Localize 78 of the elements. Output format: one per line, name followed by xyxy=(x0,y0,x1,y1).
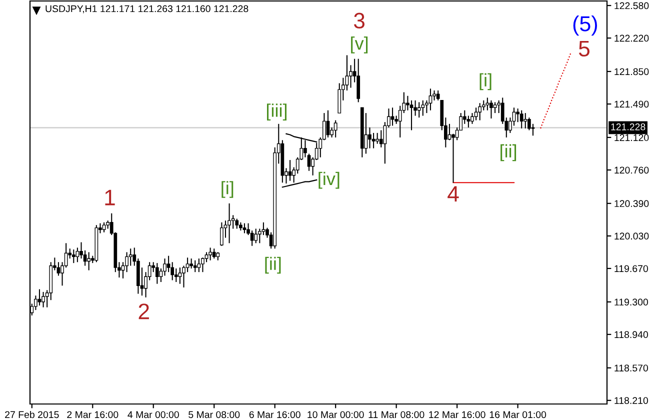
candlestick xyxy=(520,110,524,129)
candlestick xyxy=(242,222,246,234)
candlestick xyxy=(356,58,360,103)
annotation: 5 xyxy=(578,41,590,57)
candlestick xyxy=(166,255,170,273)
candlestick xyxy=(208,247,212,261)
annotation: [iv] xyxy=(318,172,340,189)
x-tick-label: 11 Mar 08:00 xyxy=(368,411,424,418)
y-tick-label: 122.580 xyxy=(614,2,649,10)
y-tick-label: 119.670 xyxy=(614,265,648,272)
candlestick xyxy=(262,222,266,236)
annotation: [i] xyxy=(222,181,234,198)
candlestick xyxy=(490,100,493,119)
candlestick xyxy=(102,222,106,233)
x-tick-label: 12 Mar 16:00 xyxy=(429,411,486,418)
y-tick-label: 119.300 xyxy=(614,298,648,306)
candlestick xyxy=(345,54,349,91)
candlestick xyxy=(193,260,197,273)
x-tick-label: 6 Mar 16:00 xyxy=(249,411,300,418)
annotation: 1 xyxy=(105,190,115,206)
annotation: 4 xyxy=(448,186,459,202)
x-tick-label: 27 Feb 2015 xyxy=(5,410,59,418)
candlestick xyxy=(486,97,490,111)
candlestick xyxy=(56,262,60,276)
annotation: 2 xyxy=(138,304,149,320)
candlestick xyxy=(421,100,425,116)
line-series xyxy=(540,52,572,129)
annotation: 3 xyxy=(354,12,365,29)
candlestick xyxy=(452,133,455,184)
y-tick-label: 118.570 xyxy=(614,364,648,372)
annotation: [i] xyxy=(480,73,492,90)
candlestick xyxy=(87,252,91,271)
candlestick xyxy=(220,222,224,246)
y-tick-label: 118.940 xyxy=(614,331,648,338)
candlestick xyxy=(334,120,338,138)
x-tick-label: 5 Mar 08:00 xyxy=(188,411,240,418)
annotation: [ii] xyxy=(265,256,281,274)
candlestick xyxy=(410,100,414,131)
annotation: [ii] xyxy=(500,144,516,162)
y-tick-label: 121.120 xyxy=(614,134,649,142)
x-tick-label: 4 Mar 00:00 xyxy=(128,411,179,418)
candlestick xyxy=(235,218,239,230)
y-tick-label: 121.850 xyxy=(614,68,649,76)
x-tick-label: 10 Mar 00:00 xyxy=(308,411,364,418)
x-tick-label: 2 Mar 16:00 xyxy=(67,411,118,418)
ref-line-label: 121.228 xyxy=(611,123,646,130)
y-tick-label: 121.490 xyxy=(614,100,649,108)
y-tick-label: 120.030 xyxy=(614,232,649,240)
y-tick-label: 118.210 xyxy=(614,397,648,404)
candlestick xyxy=(212,248,216,260)
candlestick xyxy=(379,130,383,148)
candlestick xyxy=(72,248,76,264)
candlestick xyxy=(204,252,208,263)
candlestick xyxy=(42,291,45,308)
candlestick xyxy=(190,258,194,269)
candlestick xyxy=(228,202,231,244)
candlestick xyxy=(428,88,432,111)
chart-title: USDJPY,H1 121.171 121.263 121.160 121.228 xyxy=(46,5,248,14)
x-tick-label: 16 Mar 01:00 xyxy=(490,411,546,418)
annotation: [v] xyxy=(351,36,368,54)
candlestick xyxy=(493,102,497,114)
candlestick xyxy=(531,123,535,136)
candlestick xyxy=(478,102,482,121)
annotation: (5) xyxy=(573,16,597,36)
candlestick xyxy=(368,126,372,149)
candlestick xyxy=(307,153,311,172)
y-tick-label: 122.220 xyxy=(614,34,649,42)
annotation: [iii] xyxy=(266,104,286,120)
y-tick-label: 120.390 xyxy=(614,200,649,208)
candlestick xyxy=(155,262,159,284)
candlestick xyxy=(417,102,421,118)
candlestick xyxy=(254,228,258,244)
candlestick xyxy=(376,132,380,144)
candlestick xyxy=(178,267,182,284)
candlestick xyxy=(524,112,528,129)
candlestick xyxy=(466,115,470,128)
candlestick xyxy=(197,258,201,273)
y-tick-label: 120.760 xyxy=(614,166,649,174)
